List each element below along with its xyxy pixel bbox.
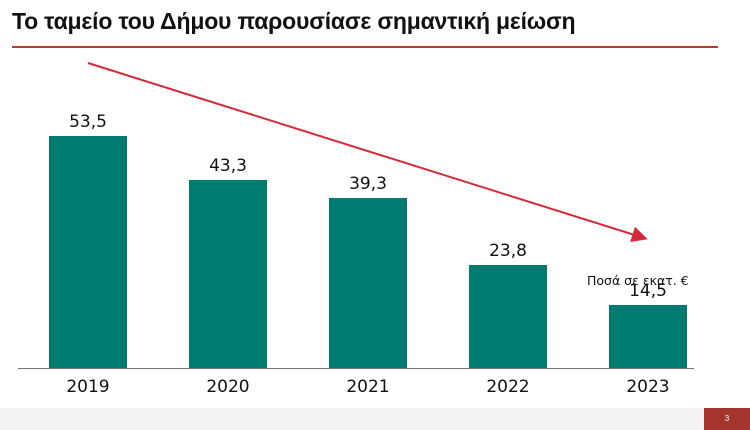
value-label: 43,3 — [209, 156, 247, 177]
value-label: 53,5 — [69, 112, 107, 132]
page-number: 3 — [704, 408, 750, 430]
bar-2019 — [49, 136, 127, 368]
bar-2023 — [609, 305, 687, 368]
category-label: 2019 — [66, 377, 110, 397]
slide-title: Το ταμείο του Δήμου παρουσίασε σημαντική… — [12, 8, 576, 34]
category-label: 2020 — [206, 377, 250, 397]
x-axis — [18, 368, 694, 369]
category-label: 2022 — [486, 377, 530, 397]
value-label: 23,8 — [489, 240, 527, 261]
bar-2021 — [329, 197, 407, 368]
value-label: 39,3 — [349, 173, 387, 194]
title-divider — [12, 46, 718, 48]
unit-label: Ποσά σε εκατ. € — [587, 273, 689, 288]
bar-2022 — [469, 264, 547, 368]
bar-2020 — [189, 180, 267, 368]
category-label: 2021 — [346, 377, 390, 397]
category-label: 2023 — [626, 377, 670, 397]
footer-bar — [0, 408, 750, 430]
value-label: 14,5 — [629, 281, 667, 302]
